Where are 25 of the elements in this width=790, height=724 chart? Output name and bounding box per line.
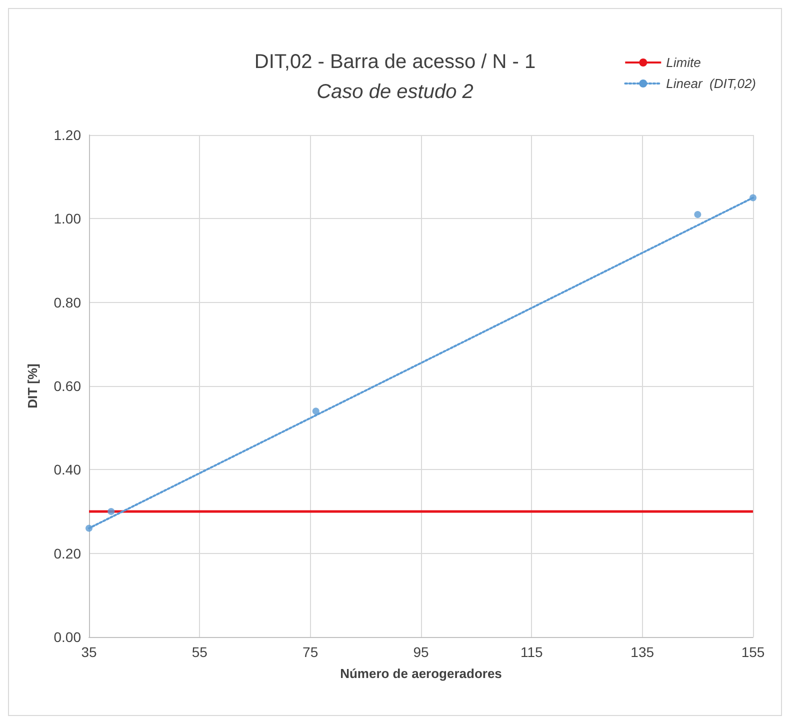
y-tick-label: 0.00 [54,629,82,645]
legend-label: Limite [666,55,701,70]
legend-label: Linear (DIT,02) [666,76,756,91]
y-tick-label: 0.80 [54,294,82,310]
y-tick-label: 1.20 [54,127,82,143]
x-tick-label: 155 [741,644,765,660]
x-tick-label: 35 [81,644,97,660]
x-tick-label: 95 [413,644,429,660]
y-axis-title: DIT [%] [25,364,40,408]
x-tick-label: 135 [630,644,654,660]
point [86,524,92,532]
point [108,508,115,515]
y-tick-label: 0.20 [54,545,82,562]
point [312,408,320,415]
x-tick-label: 115 [520,644,544,660]
y-tick-label: 1.00 [54,210,82,227]
x-tick-label: 55 [192,644,208,660]
point [694,210,702,218]
y-tick-label: 0.40 [54,462,82,478]
chart-subtitle: Caso de estudo 2 [316,81,474,103]
point [750,194,756,202]
y-tick-label: 0.60 [54,378,82,394]
x-tick-label: 75 [302,644,318,660]
x-axis-title: Número de aerogeradores [340,666,502,681]
chart-title: DIT,02 - Barra de acesso / N - 1 [254,51,536,73]
